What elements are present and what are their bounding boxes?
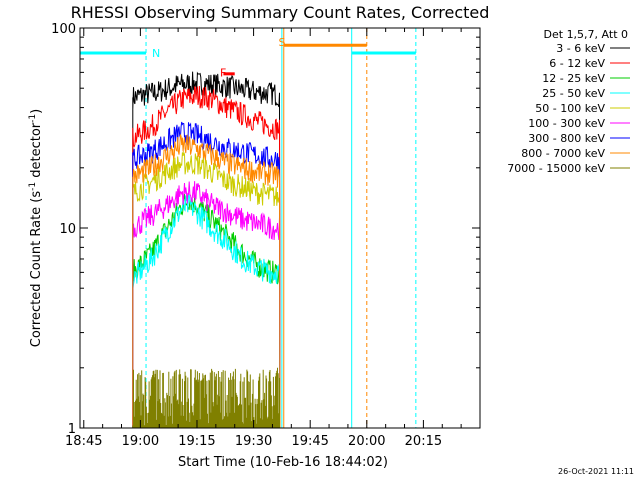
annotation-n: N (152, 47, 160, 60)
x-axis-label: Start Time (10-Feb-16 18:44:02) (178, 455, 388, 470)
annotation-f: F (220, 66, 226, 79)
footer-date: 26-Oct-2021 11:11 (558, 467, 634, 476)
legend-label-2: 12 - 25 keV (542, 72, 605, 85)
legend-label-7: 800 - 7000 keV (521, 147, 605, 160)
x-tick-label-2: 19:15 (178, 434, 215, 449)
x-tick-label-0: 18:45 (65, 434, 102, 449)
x-tick-label-6: 20:15 (405, 434, 442, 449)
series-line-6 (132, 121, 281, 428)
legend-label-6: 300 - 800 keV (528, 132, 605, 145)
legend: 3 - 6 keV 6 - 12 keV 12 - 25 keV 25 - 50 ke… (507, 42, 630, 175)
y-tick-label-0: 1 (68, 422, 76, 437)
y-axis-label: Corrected Count Rate (s-1 detector-1) (28, 109, 44, 347)
axes: 18:45 19:00 19:15 19:30 19:45 20:00 20:15 1 10 10… (51, 22, 480, 449)
series-line-2 (132, 193, 281, 428)
legend-label-3: 25 - 50 keV (542, 87, 605, 100)
chart-title: RHESSI Observing Summary Count Rates, Co… (71, 3, 490, 22)
x-tick-label-4: 19:45 (291, 434, 328, 449)
annotation-s: S (278, 36, 285, 49)
plot-marks: N F S (80, 28, 417, 428)
legend-label-4: 50 - 100 keV (535, 102, 605, 115)
series-line-7 (132, 133, 281, 428)
series-line-8 (132, 367, 280, 428)
x-tick-label-3: 19:30 (235, 434, 272, 449)
y-tick-label-2: 100 (51, 22, 76, 37)
legend-label-8: 7000 - 15000 keV (507, 162, 605, 175)
series-line-1 (132, 85, 281, 428)
series-line-5 (132, 181, 281, 428)
plot-area (80, 28, 417, 428)
x-tick-label-1: 19:00 (122, 434, 159, 449)
x-tick-label-5: 20:00 (348, 434, 385, 449)
legend-title: Det 1,5,7, Att 0 (544, 28, 628, 41)
legend-label-1: 6 - 12 keV (549, 57, 605, 70)
y-tick-label-1: 10 (59, 222, 76, 237)
legend-label-5: 100 - 300 keV (528, 117, 605, 130)
legend-label-0: 3 - 6 keV (556, 42, 605, 55)
series-line-0 (132, 71, 281, 428)
series-line-3 (132, 193, 281, 428)
